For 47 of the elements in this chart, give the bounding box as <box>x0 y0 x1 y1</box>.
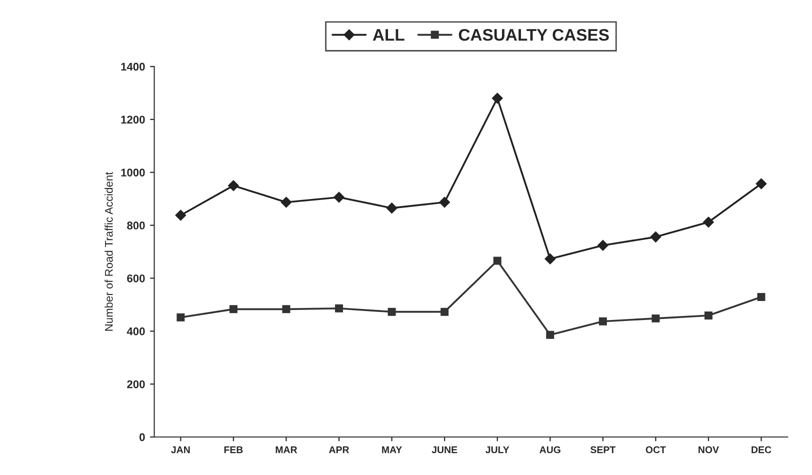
point <box>386 202 398 214</box>
x-tick-label: MAY <box>382 446 402 454</box>
point <box>229 305 238 314</box>
point <box>493 256 502 265</box>
x-tick-label: MAR <box>276 446 298 454</box>
y-tick-label: 400 <box>126 327 145 336</box>
y-tick-label: 800 <box>127 222 145 230</box>
x-tick-label: FEB <box>224 446 243 454</box>
legend-label: CASUALTY CASES <box>458 28 609 41</box>
y-axis-title: Number of Road Traffic Accident <box>104 172 113 331</box>
point <box>544 253 556 264</box>
y-tick-label: 1000 <box>121 168 145 176</box>
point <box>492 92 503 104</box>
point <box>650 232 662 242</box>
y-tick-label: 200 <box>127 380 145 388</box>
x-tick-label: SEPT <box>590 446 616 454</box>
y-tick-label: 1200 <box>121 116 145 124</box>
y-tick-label: 600 <box>127 274 145 282</box>
point <box>597 240 608 251</box>
x-tick-label: APR <box>328 446 350 454</box>
point <box>228 180 239 192</box>
point <box>388 308 396 316</box>
y-tick-label: 0 <box>140 433 145 442</box>
point <box>598 317 607 326</box>
point <box>652 314 660 322</box>
point <box>334 192 344 203</box>
point <box>757 293 766 301</box>
x-tick-label: NOV <box>698 446 719 454</box>
y-tick-label: 1400 <box>121 62 145 71</box>
point <box>175 210 186 221</box>
x-tick-label: OCT <box>646 446 666 454</box>
point <box>282 305 290 314</box>
point <box>439 196 450 208</box>
point <box>703 216 714 228</box>
point <box>280 196 292 208</box>
x-tick-label: JUNE <box>432 446 458 454</box>
x-tick-label: AUG <box>540 446 560 454</box>
point <box>546 330 554 339</box>
point <box>176 313 185 322</box>
x-tick-label: JAN <box>171 446 190 454</box>
point <box>704 312 712 320</box>
point <box>440 308 449 316</box>
point <box>756 178 767 190</box>
x-tick-label: JULY <box>486 446 510 454</box>
x-tick-label: DEC <box>752 446 772 454</box>
point <box>335 304 343 312</box>
legend-label: ALL <box>372 29 404 41</box>
